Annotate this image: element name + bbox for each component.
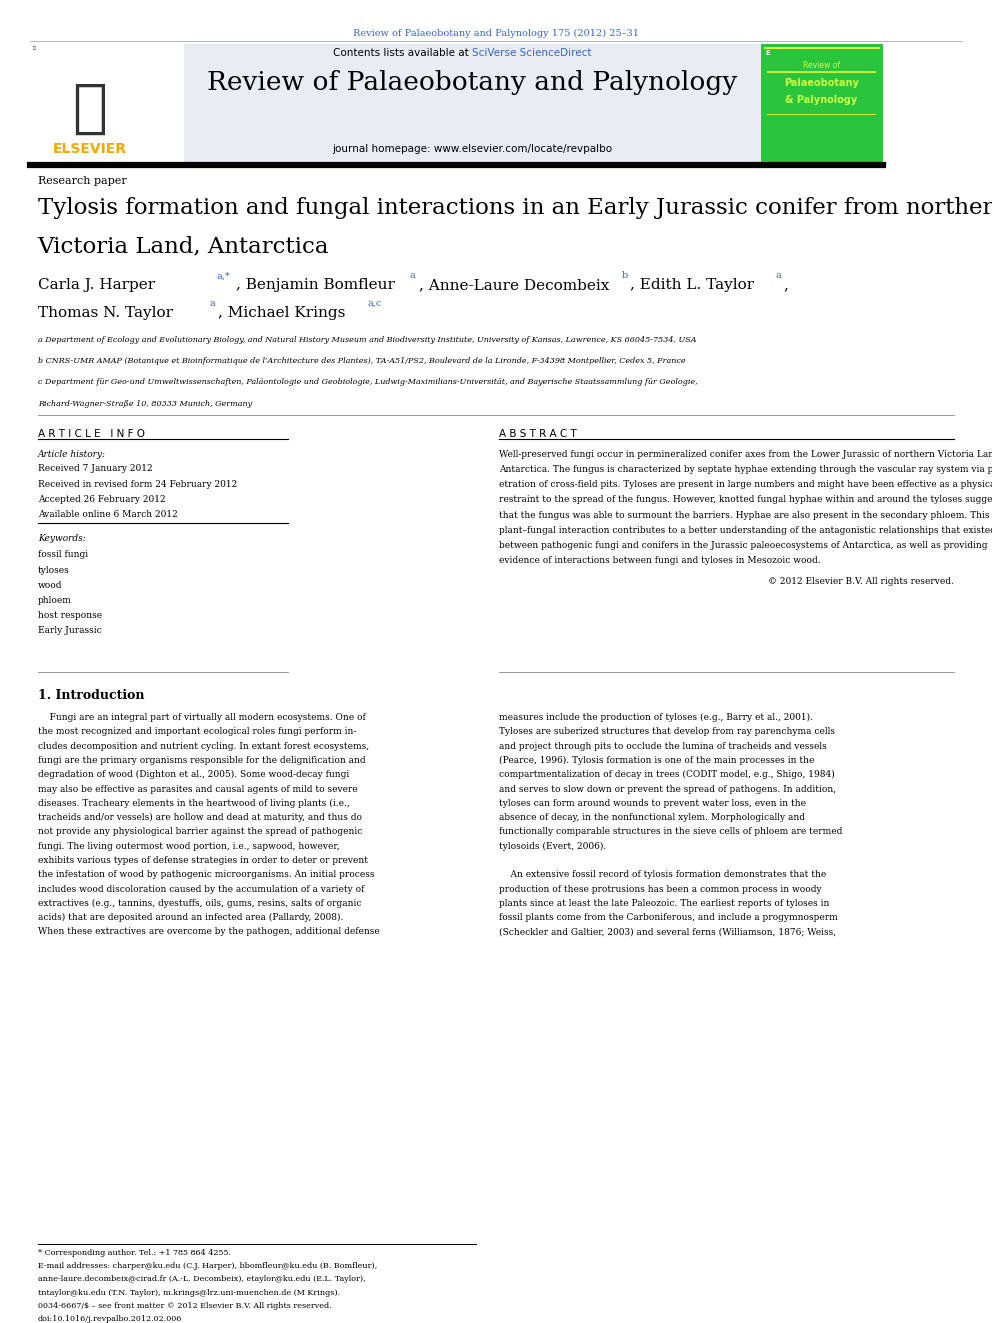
- Text: ,: ,: [784, 278, 789, 292]
- Text: a Department of Ecology and Evolutionary Biology, and Natural History Museum and: a Department of Ecology and Evolutionary…: [38, 336, 696, 344]
- Text: A B S T R A C T: A B S T R A C T: [499, 429, 576, 439]
- Text: An extensive fossil record of tylosis formation demonstrates that the: An extensive fossil record of tylosis fo…: [499, 871, 826, 880]
- Text: Contents lists available at: Contents lists available at: [333, 48, 472, 58]
- Text: SciVerse ScienceDirect: SciVerse ScienceDirect: [472, 48, 591, 58]
- Bar: [767, 71, 876, 73]
- Text: production of these protrusions has been a common process in woody: production of these protrusions has been…: [499, 885, 821, 893]
- Text: b CNRS-UMR AMAP (Botanique et Bioinformatique de l’Architecture des Plantes), TA: b CNRS-UMR AMAP (Botanique et Bioinforma…: [38, 357, 685, 365]
- Text: that the fungus was able to surmount the barriers. Hyphae are also present in th: that the fungus was able to surmount the…: [499, 511, 989, 520]
- Text: , Michael Krings: , Michael Krings: [218, 306, 350, 320]
- Text: a: a: [776, 271, 782, 280]
- Text: Carla J. Harper: Carla J. Harper: [38, 278, 160, 292]
- Text: 1. Introduction: 1. Introduction: [38, 689, 144, 703]
- Bar: [184, 44, 761, 163]
- Text: E: E: [766, 50, 771, 57]
- Text: Antarctica. The fungus is characterized by septate hyphae extending through the : Antarctica. The fungus is characterized …: [499, 464, 992, 474]
- Text: tyloses can form around wounds to prevent water loss, even in the: tyloses can form around wounds to preven…: [499, 799, 806, 808]
- Text: tyloses: tyloses: [38, 565, 69, 574]
- Text: Well-preserved fungi occur in permineralized conifer axes from the Lower Jurassi: Well-preserved fungi occur in permineral…: [499, 450, 992, 459]
- Text: plant–fungal interaction contributes to a better understanding of the antagonist: plant–fungal interaction contributes to …: [499, 525, 992, 534]
- Text: (Scheckler and Galtier, 2003) and several ferns (Williamson, 1876; Weiss,: (Scheckler and Galtier, 2003) and severa…: [499, 927, 836, 937]
- Text: Fungi are an integral part of virtually all modern ecosystems. One of: Fungi are an integral part of virtually …: [38, 713, 365, 722]
- Text: Review of: Review of: [803, 61, 840, 70]
- Text: tntaylor@ku.edu (T.N. Taylor), m.krings@lrz.uni-muenchen.de (M Krings).: tntaylor@ku.edu (T.N. Taylor), m.krings@…: [38, 1289, 340, 1297]
- Text: a,*: a,*: [216, 271, 230, 280]
- Text: cludes decomposition and nutrient cycling. In extant forest ecosystems,: cludes decomposition and nutrient cyclin…: [38, 742, 369, 750]
- Text: includes wood discoloration caused by the accumulation of a variety of: includes wood discoloration caused by th…: [38, 885, 364, 893]
- Text: the infestation of wood by pathogenic microorganisms. An initial process: the infestation of wood by pathogenic mi…: [38, 871, 374, 880]
- Text: fossil plants come from the Carboniferous, and include a progymnosperm: fossil plants come from the Carboniferou…: [499, 913, 837, 922]
- Text: the most recognized and important ecological roles fungi perform in-: the most recognized and important ecolog…: [38, 728, 356, 737]
- Text: acids) that are deposited around an infected area (Pallardy, 2008).: acids) that are deposited around an infe…: [38, 913, 343, 922]
- Bar: [767, 114, 876, 115]
- Text: and serves to slow down or prevent the spread of pathogens. In addition,: and serves to slow down or prevent the s…: [499, 785, 836, 794]
- Text: host response: host response: [38, 611, 102, 620]
- Text: When these extractives are overcome by the pathogen, additional defense: When these extractives are overcome by t…: [38, 927, 380, 937]
- Text: etration of cross-field pits. Tyloses are present in large numbers and might hav: etration of cross-field pits. Tyloses ar…: [499, 480, 992, 490]
- Text: between pathogenic fungi and conifers in the Jurassic paleoecosystems of Antarct: between pathogenic fungi and conifers in…: [499, 541, 987, 550]
- Text: wood: wood: [38, 581, 62, 590]
- Text: E-mail addresses: charper@ku.edu (C.J. Harper), bbomfleur@ku.edu (B. Bomfleur),: E-mail addresses: charper@ku.edu (C.J. H…: [38, 1262, 377, 1270]
- Text: A R T I C L E   I N F O: A R T I C L E I N F O: [38, 429, 145, 439]
- Text: fungi are the primary organisms responsible for the delignification and: fungi are the primary organisms responsi…: [38, 755, 365, 765]
- Text: Available online 6 March 2012: Available online 6 March 2012: [38, 509, 178, 519]
- Text: a: a: [410, 271, 416, 280]
- Text: ⬛: ⬛: [33, 46, 36, 50]
- Text: diseases. Tracheary elements in the heartwood of living plants (i.e.,: diseases. Tracheary elements in the hear…: [38, 799, 349, 808]
- Text: fossil fungi: fossil fungi: [38, 550, 88, 560]
- Text: & Palynology: & Palynology: [786, 95, 857, 106]
- Text: doi:10.1016/j.revpalbo.2012.02.006: doi:10.1016/j.revpalbo.2012.02.006: [38, 1315, 183, 1323]
- Text: , Benjamin Bomfleur: , Benjamin Bomfleur: [236, 278, 400, 292]
- Text: and project through pits to occlude the lumina of tracheids and vessels: and project through pits to occlude the …: [499, 742, 826, 750]
- Text: not provide any physiological barrier against the spread of pathogenic: not provide any physiological barrier ag…: [38, 827, 362, 836]
- Text: Keywords:: Keywords:: [38, 534, 85, 544]
- Text: Research paper: Research paper: [38, 176, 126, 187]
- Text: Article history:: Article history:: [38, 450, 106, 459]
- Bar: [761, 44, 883, 163]
- Text: tylosoids (Evert, 2006).: tylosoids (Evert, 2006).: [499, 841, 606, 851]
- Text: measures include the production of tyloses (e.g., Barry et al., 2001).: measures include the production of tylos…: [499, 713, 813, 722]
- Text: , Edith L. Taylor: , Edith L. Taylor: [630, 278, 759, 292]
- Text: Received in revised form 24 February 2012: Received in revised form 24 February 201…: [38, 479, 237, 488]
- Text: restraint to the spread of the fungus. However, knotted fungal hyphae within and: restraint to the spread of the fungus. H…: [499, 495, 992, 504]
- Text: , Anne-Laure Decombeix: , Anne-Laure Decombeix: [419, 278, 614, 292]
- Text: evidence of interactions between fungi and tyloses in Mesozoic wood.: evidence of interactions between fungi a…: [499, 556, 820, 565]
- Text: plants since at least the late Paleozoic. The earliest reports of tyloses in: plants since at least the late Paleozoic…: [499, 898, 829, 908]
- Text: fungi. The living outermost wood portion, i.e., sapwood, however,: fungi. The living outermost wood portion…: [38, 841, 339, 851]
- Text: c Department für Geo-und Umweltwissenschaften, Paläontologie und Geobiologie, Lu: c Department für Geo-und Umweltwissensch…: [38, 378, 697, 386]
- Text: * Corresponding author. Tel.: +1 785 864 4255.: * Corresponding author. Tel.: +1 785 864…: [38, 1249, 231, 1257]
- Text: Received 7 January 2012: Received 7 January 2012: [38, 464, 153, 474]
- Text: phloem: phloem: [38, 595, 71, 605]
- Text: a,c: a,c: [367, 299, 381, 308]
- Text: absence of decay, in the nonfunctional xylem. Morphologically and: absence of decay, in the nonfunctional x…: [499, 814, 805, 822]
- Text: (Pearce, 1996). Tylosis formation is one of the main processes in the: (Pearce, 1996). Tylosis formation is one…: [499, 755, 814, 765]
- Text: b: b: [622, 271, 628, 280]
- Text: compartmentalization of decay in trees (CODIT model, e.g., Shigo, 1984): compartmentalization of decay in trees (…: [499, 770, 834, 779]
- Text: Review of Palaeobotany and Palynology: Review of Palaeobotany and Palynology: [207, 70, 737, 95]
- Text: tracheids and/or vessels) are hollow and dead at maturity, and thus do: tracheids and/or vessels) are hollow and…: [38, 814, 362, 822]
- Text: functionally comparable structures in the sieve cells of phloem are termed: functionally comparable structures in th…: [499, 827, 842, 836]
- Text: may also be effective as parasites and causal agents of mild to severe: may also be effective as parasites and c…: [38, 785, 357, 794]
- Text: Victoria Land, Antarctica: Victoria Land, Antarctica: [38, 235, 329, 258]
- Text: Richard-Wagner-Straße 10, 80333 Munich, Germany: Richard-Wagner-Straße 10, 80333 Munich, …: [38, 400, 252, 407]
- Text: extractives (e.g., tannins, dyestuffs, oils, gums, resins, salts of organic: extractives (e.g., tannins, dyestuffs, o…: [38, 898, 361, 908]
- Text: exhibits various types of defense strategies in order to deter or prevent: exhibits various types of defense strate…: [38, 856, 368, 865]
- Text: a: a: [209, 299, 215, 308]
- Text: journal homepage: www.elsevier.com/locate/revpalbo: journal homepage: www.elsevier.com/locat…: [332, 144, 612, 155]
- Text: Review of Palaeobotany and Palynology 175 (2012) 25–31: Review of Palaeobotany and Palynology 17…: [353, 29, 639, 38]
- Text: ELSEVIER: ELSEVIER: [53, 142, 126, 156]
- Text: © 2012 Elsevier B.V. All rights reserved.: © 2012 Elsevier B.V. All rights reserved…: [769, 577, 954, 586]
- Text: anne-laure.decombeix@cirad.fr (A.-L. Decombeix), etaylor@ku.edu (E.L. Taylor),: anne-laure.decombeix@cirad.fr (A.-L. Dec…: [38, 1275, 365, 1283]
- Text: Early Jurassic: Early Jurassic: [38, 626, 101, 635]
- Text: Thomas N. Taylor: Thomas N. Taylor: [38, 306, 178, 320]
- Text: Tylosis formation and fungal interactions in an Early Jurassic conifer from nort: Tylosis formation and fungal interaction…: [38, 197, 992, 220]
- Text: Tyloses are suberized structures that develop from ray parenchyma cells: Tyloses are suberized structures that de…: [499, 728, 835, 737]
- Text: Palaeobotany: Palaeobotany: [784, 78, 859, 89]
- Bar: [764, 46, 880, 49]
- Text: degradation of wood (Dighton et al., 2005). Some wood-decay fungi: degradation of wood (Dighton et al., 200…: [38, 770, 349, 779]
- Text: 🌲: 🌲: [71, 79, 107, 136]
- Bar: [30, 44, 184, 163]
- Text: Accepted 26 February 2012: Accepted 26 February 2012: [38, 495, 166, 504]
- Text: 0034-6667/$ – see front matter © 2012 Elsevier B.V. All rights reserved.: 0034-6667/$ – see front matter © 2012 El…: [38, 1302, 331, 1310]
